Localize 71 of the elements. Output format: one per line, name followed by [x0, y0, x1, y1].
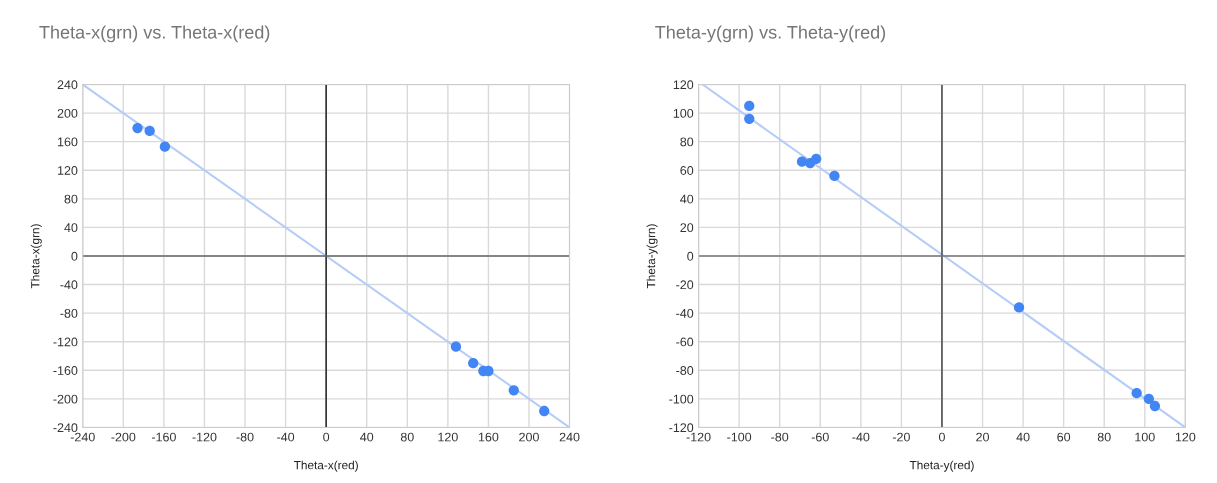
- y-tick-label: 80: [64, 194, 78, 204]
- x-tick-label: -40: [852, 432, 870, 442]
- x-tick-label: 160: [478, 432, 499, 442]
- point: [508, 385, 519, 396]
- y-tick-label: -100: [669, 394, 694, 404]
- y-tick-label: 160: [57, 137, 78, 147]
- x-tick-label: 60: [1057, 432, 1071, 442]
- x-axis-title: Theta-x(red): [293, 460, 358, 472]
- y-tick-label: 0: [687, 251, 694, 261]
- x-tick-label: 200: [519, 432, 539, 442]
- y-tick-label: 60: [680, 166, 694, 175]
- point: [132, 122, 143, 134]
- x-tick-label: 100: [1135, 432, 1155, 442]
- x-tick-label: -40: [277, 432, 295, 442]
- point: [468, 358, 479, 369]
- x-tick-label: 120: [438, 432, 458, 442]
- x-tick-label: -160: [151, 432, 176, 442]
- point: [1013, 302, 1025, 313]
- y-tick-label: -240: [53, 423, 78, 433]
- point: [744, 113, 755, 124]
- y-axis-title: Theta-y(grn): [646, 224, 658, 289]
- x-tick-label: 40: [1016, 432, 1030, 442]
- x-tick-label: -20: [892, 432, 910, 442]
- y-tick-label: 100: [673, 108, 694, 118]
- point: [539, 405, 550, 417]
- x-tick-label: 0: [938, 432, 945, 442]
- x-tick-label: 240: [559, 432, 580, 442]
- y-tick-label: 20: [680, 223, 694, 233]
- x-tick-label: -100: [727, 432, 752, 442]
- point: [1149, 400, 1161, 412]
- y-tick-label: 80: [680, 137, 694, 147]
- x-tick-label: 40: [360, 432, 374, 442]
- y-tick-label: 40: [680, 194, 694, 204]
- point: [144, 125, 155, 137]
- x-tick-label: 80: [400, 432, 414, 442]
- point: [1143, 393, 1154, 405]
- point: [450, 341, 462, 352]
- x-tick-label: -60: [811, 432, 829, 442]
- x-axis-title: Theta-y(red): [909, 460, 974, 472]
- x-tick-label: -200: [111, 432, 136, 442]
- y-tick-label: 120: [673, 80, 694, 90]
- y-tick-label: -120: [669, 423, 694, 433]
- y-tick-label: -160: [53, 366, 78, 375]
- y-tick-label: -200: [53, 394, 78, 404]
- x-tick-label: 0: [323, 432, 330, 442]
- y-tick-label: -80: [676, 366, 694, 375]
- y-tick-label: 200: [57, 108, 78, 118]
- y-tick-label: 120: [57, 166, 78, 175]
- y-tick-label: -20: [676, 280, 694, 290]
- y-axis-title: Theta-x(grn): [30, 224, 42, 289]
- y-tick-label: 40: [64, 223, 78, 233]
- y-tick-label: -120: [53, 337, 78, 347]
- y-tick-label: 0: [71, 251, 78, 261]
- point: [744, 100, 755, 112]
- point: [159, 141, 171, 152]
- x-tick-label: 20: [976, 432, 989, 442]
- y-tick-label: -60: [676, 337, 694, 347]
- x-tick-label: 80: [1097, 432, 1111, 442]
- x-tick-label: 120: [1175, 432, 1196, 442]
- y-tick-label: -40: [676, 308, 694, 318]
- x-tick-label: -80: [771, 432, 789, 442]
- point: [829, 170, 840, 182]
- y-tick-label: -40: [60, 280, 78, 290]
- chart-title: Theta-y(grn) vs. Theta-y(red): [655, 25, 886, 43]
- x-tick-label: -80: [236, 432, 254, 442]
- x-tick-label: -120: [192, 432, 217, 442]
- y-tick-label: 240: [57, 80, 78, 90]
- chart-title: Theta-x(grn) vs. Theta-x(red): [39, 25, 270, 43]
- point: [1131, 388, 1142, 399]
- point: [811, 153, 822, 164]
- y-tick-label: -80: [60, 308, 78, 318]
